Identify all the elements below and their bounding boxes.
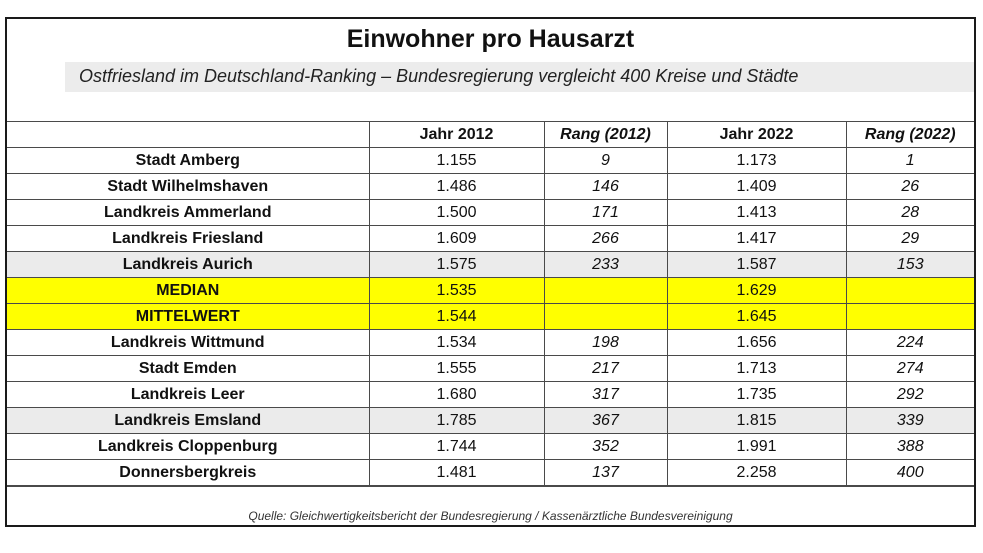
row-name: Donnersbergkreis	[7, 459, 369, 486]
cell-rang-2022	[845, 303, 974, 330]
cell-jahr-2022: 1.629	[666, 277, 846, 304]
row-name: Landkreis Cloppenburg	[7, 433, 369, 460]
cell-jahr-2012: 1.481	[368, 459, 544, 486]
cell-jahr-2012: 1.785	[368, 407, 544, 434]
table-row: MITTELWERT 1.544 1.645	[7, 303, 974, 330]
table-row: Landkreis Emsland 1.785 367 1.815 339	[7, 407, 974, 434]
cell-rang-2012: 198	[543, 329, 667, 356]
cell-jahr-2022: 1.991	[666, 433, 846, 460]
cell-rang-2012: 352	[543, 433, 667, 460]
row-name: Landkreis Leer	[7, 381, 369, 408]
row-name: Stadt Wilhelmshaven	[7, 173, 369, 200]
cell-jahr-2022: 1.713	[666, 355, 846, 382]
cell-jahr-2012: 1.555	[368, 355, 544, 382]
row-name: MEDIAN	[7, 277, 369, 304]
cell-rang-2012: 317	[543, 381, 667, 408]
cell-jahr-2022: 1.645	[666, 303, 846, 330]
cell-jahr-2012: 1.535	[368, 277, 544, 304]
cell-rang-2022: 339	[845, 407, 974, 434]
cell-rang-2022: 274	[845, 355, 974, 382]
cell-jahr-2022: 1.413	[666, 199, 846, 226]
row-name: Stadt Emden	[7, 355, 369, 382]
page-title: Einwohner pro Hausarzt	[346, 25, 635, 53]
cell-rang-2022: 224	[845, 329, 974, 356]
header-jahr-2012: Jahr 2012	[368, 121, 544, 148]
table-row: MEDIAN 1.535 1.629	[7, 277, 974, 304]
cell-rang-2022: 1	[845, 147, 974, 174]
cell-rang-2012: 146	[543, 173, 667, 200]
row-name: MITTELWERT	[7, 303, 369, 330]
cell-jahr-2012: 1.486	[368, 173, 544, 200]
source-note: Quelle: Gleichwertigkeitsbericht der Bun…	[248, 509, 733, 523]
cell-rang-2012: 367	[543, 407, 667, 434]
row-name: Landkreis Aurich	[7, 251, 369, 278]
table-header-row: Jahr 2012 Rang (2012) Jahr 2022 Rang (20…	[7, 121, 974, 148]
cell-jahr-2012: 1.500	[368, 199, 544, 226]
cell-jahr-2012: 1.575	[368, 251, 544, 278]
cell-rang-2022	[845, 277, 974, 304]
subtitle-band: Ostfriesland im Deutschland-Ranking – Bu…	[65, 62, 974, 92]
cell-jahr-2022: 1.409	[666, 173, 846, 200]
cell-jahr-2012: 1.680	[368, 381, 544, 408]
cell-jahr-2022: 1.587	[666, 251, 846, 278]
cell-rang-2012: 9	[543, 147, 667, 174]
table-row: Stadt Wilhelmshaven 1.486 146 1.409 26	[7, 173, 974, 200]
table-row: Stadt Emden 1.555 217 1.713 274	[7, 355, 974, 382]
header-name	[7, 121, 369, 148]
table-row: Landkreis Friesland 1.609 266 1.417 29	[7, 225, 974, 252]
header-rang-2012: Rang (2012)	[543, 121, 667, 148]
row-name: Landkreis Wittmund	[7, 329, 369, 356]
table-row: Landkreis Ammerland 1.500 171 1.413 28	[7, 199, 974, 226]
row-name: Landkreis Friesland	[7, 225, 369, 252]
cell-rang-2022: 388	[845, 433, 974, 460]
table-row: Landkreis Leer 1.680 317 1.735 292	[7, 381, 974, 408]
table-row: Landkreis Aurich 1.575 233 1.587 153	[7, 251, 974, 278]
table-row: Landkreis Cloppenburg 1.744 352 1.991 388	[7, 433, 974, 460]
cell-jahr-2022: 1.173	[666, 147, 846, 174]
subtitle: Ostfriesland im Deutschland-Ranking – Bu…	[79, 66, 799, 86]
table-row: Stadt Amberg 1.155 9 1.173 1	[7, 147, 974, 174]
cell-jahr-2022: 1.815	[666, 407, 846, 434]
ranking-table: Jahr 2012 Rang (2012) Jahr 2022 Rang (20…	[7, 121, 974, 486]
cell-rang-2022: 153	[845, 251, 974, 278]
row-name: Landkreis Ammerland	[7, 199, 369, 226]
cell-jahr-2012: 1.609	[368, 225, 544, 252]
cell-rang-2012	[543, 277, 667, 304]
cell-rang-2022: 26	[845, 173, 974, 200]
cell-jahr-2012: 1.534	[368, 329, 544, 356]
row-name: Stadt Amberg	[7, 147, 369, 174]
cell-rang-2022: 29	[845, 225, 974, 252]
row-name: Landkreis Emsland	[7, 407, 369, 434]
cell-rang-2012: 266	[543, 225, 667, 252]
cell-jahr-2022: 2.258	[666, 459, 846, 486]
cell-jahr-2012: 1.155	[368, 147, 544, 174]
cell-rang-2012: 233	[543, 251, 667, 278]
cell-rang-2022: 292	[845, 381, 974, 408]
cell-rang-2012	[543, 303, 667, 330]
table-row: Donnersbergkreis 1.481 137 2.258 400	[7, 459, 974, 486]
footer-divider	[7, 486, 974, 487]
cell-rang-2012: 217	[543, 355, 667, 382]
table-body: Stadt Amberg 1.155 9 1.173 1 Stadt Wilhelmsha…	[7, 147, 974, 486]
table-frame: Einwohner pro Hausarzt Ostfriesland im D…	[5, 17, 976, 527]
header-rang-2022: Rang (2022)	[845, 121, 974, 148]
table-row: Landkreis Wittmund 1.534 198 1.656 224	[7, 329, 974, 356]
cell-jahr-2012: 1.544	[368, 303, 544, 330]
cell-jahr-2012: 1.744	[368, 433, 544, 460]
cell-rang-2012: 137	[543, 459, 667, 486]
cell-jahr-2022: 1.417	[666, 225, 846, 252]
cell-jahr-2022: 1.656	[666, 329, 846, 356]
cell-rang-2022: 28	[845, 199, 974, 226]
cell-rang-2022: 400	[845, 459, 974, 486]
cell-rang-2012: 171	[543, 199, 667, 226]
cell-jahr-2022: 1.735	[666, 381, 846, 408]
header-jahr-2022: Jahr 2022	[666, 121, 846, 148]
